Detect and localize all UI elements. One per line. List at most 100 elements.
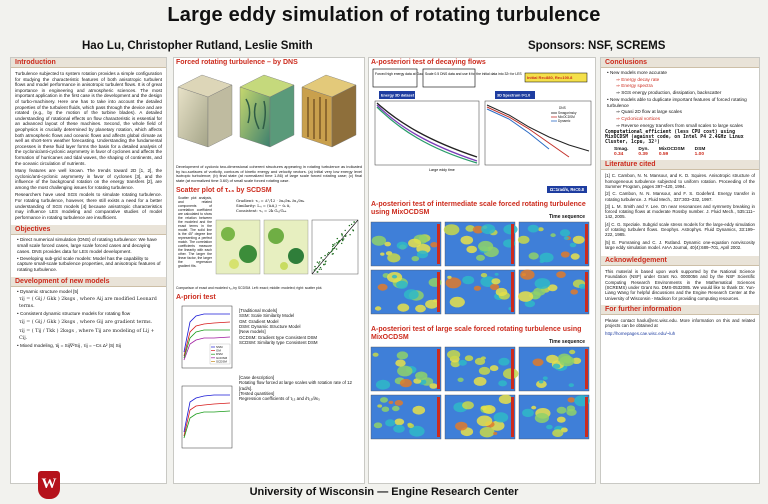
- contour-blob: [474, 357, 486, 365]
- contour-blob: [397, 365, 413, 377]
- further-info-heading: For further information: [601, 304, 759, 315]
- contour-blob: [533, 287, 546, 296]
- legend-label: SCDSM: [216, 360, 227, 364]
- scatter-point: [315, 267, 317, 269]
- dns-cube-b: [239, 74, 295, 148]
- scatter-point: [341, 233, 343, 235]
- scatter-point: [317, 270, 319, 273]
- development-item: • Consistent dynamic structure models fo…: [17, 311, 131, 317]
- scatter-point: [331, 248, 334, 251]
- contour-blob: [490, 283, 500, 291]
- contour-blob: [527, 224, 539, 233]
- conclusions-list: • New models more accurate ⇒ Energy deca…: [601, 70, 759, 128]
- conclusion-item: • New models more accurate: [607, 70, 668, 75]
- further-info-link[interactable]: http://homepages.cae.wisc.edu/~luh: [605, 330, 676, 336]
- scatter-point: [344, 229, 346, 231]
- contour-blob: [411, 256, 420, 262]
- contour-blob: [425, 299, 439, 309]
- decay-spectrum-label: 3D Spectrum t=1.0: [497, 94, 530, 98]
- colorbar: [511, 224, 514, 264]
- reference-item: [2] C. Cambon, N. N. Mansour, and F. S. …: [605, 191, 755, 202]
- scatter-point: [323, 263, 325, 265]
- contour-blob: [568, 383, 574, 387]
- contour-blob: [399, 378, 412, 388]
- contour-blob: [377, 283, 388, 291]
- contour-blob: [559, 229, 571, 237]
- apriori-heading: A-priori test: [176, 294, 216, 302]
- legend-label: GCDSM: [216, 356, 228, 360]
- objectives-list: • Direct numerical simulation (DNS) of r…: [11, 237, 166, 272]
- contour-blob: [536, 380, 547, 388]
- scatter-point: [324, 260, 327, 263]
- contour-blob: [449, 296, 465, 308]
- contour-blob: [476, 254, 485, 261]
- acknowledgement-heading: Acknowledgement: [601, 256, 759, 267]
- scatter-point: [318, 268, 320, 270]
- decay-energy-plot: [374, 100, 480, 166]
- contour-blob: [372, 352, 379, 357]
- cost-value-cell: 0.59: [658, 152, 669, 158]
- scatter-equations: Gradient: τᵢⱼ = Δ²/12 · ∂uᵢ/∂xₖ ∂uⱼ/∂xₖ …: [236, 198, 305, 214]
- cost-header-cell: MixOCDSM: [658, 147, 685, 153]
- scatter-figures: [215, 219, 359, 274]
- column-middle-left: Forced rotating turbulence – by DNS Deve…: [173, 57, 365, 484]
- dns-cube-a: [177, 74, 233, 148]
- intermediate-contour-figures: [370, 221, 590, 315]
- scatter-point: [332, 252, 334, 255]
- scatter-point: [318, 262, 320, 264]
- cost-header-cell: Smag.: [614, 147, 629, 153]
- decay-bottom-label: Ω=1rad/s, Re=0.8: [546, 186, 587, 193]
- contour-blob: [374, 306, 382, 311]
- contour-blob: [396, 280, 408, 289]
- scatter-heading: Scatter plot of τ₁₃ by SCDSM: [176, 187, 272, 194]
- scatter-point: [330, 250, 333, 252]
- contour-blob: [556, 406, 567, 414]
- scatter-point: [342, 239, 344, 241]
- scatter-point: [324, 263, 326, 265]
- scatter-side-caption: Scatter plot analysis, and related compo…: [178, 196, 212, 268]
- contour-blob: [556, 416, 566, 423]
- colorbar: [585, 397, 588, 437]
- contour-blob: [373, 422, 383, 429]
- contour-blob: [570, 253, 580, 260]
- scatter-point: [332, 247, 334, 250]
- contour-blob: [429, 383, 438, 389]
- contour-blob: [387, 253, 401, 263]
- contour-blob: [380, 397, 388, 403]
- contour-blob: [472, 225, 484, 234]
- contour-blob: [447, 275, 452, 279]
- contour-blob: [416, 250, 429, 259]
- contour-blob: [415, 304, 426, 313]
- intro-paragraph-1: Turbulence subjected to system rotation …: [15, 71, 162, 166]
- contour-blob: [546, 354, 559, 364]
- scatter-point: [314, 265, 316, 267]
- contour-blob: [503, 368, 519, 380]
- contour-blob: [547, 284, 558, 292]
- legend-label: GM: [216, 349, 221, 353]
- scatter-point: [333, 247, 336, 249]
- legend-label: MixOCDSM: [558, 115, 575, 119]
- cost-header-cell: DSM: [694, 147, 706, 153]
- legend-label: Dynamic: [558, 119, 571, 123]
- dns-vorticity-figures: [177, 74, 357, 148]
- equation-3: τij = ( Tij / Tkk ) 2ksgs , where Tij ar…: [19, 329, 155, 342]
- poster-title: Large eddy simulation of rotating turbul…: [167, 4, 601, 26]
- contour-blob: [447, 350, 461, 360]
- scatter-point: [313, 268, 315, 271]
- cost-value-cell: 0.34: [614, 152, 624, 158]
- scatter-point: [319, 260, 321, 263]
- scatter-point: [336, 242, 339, 245]
- development-heading: Development of new models: [11, 276, 166, 287]
- scatter-point: [322, 258, 324, 261]
- time-sequence-label-1: Time sequence: [548, 214, 585, 220]
- university-logo: W: [38, 471, 60, 499]
- scatter-point: [341, 234, 343, 237]
- scatter-point: [348, 224, 351, 226]
- contour-blob: [520, 269, 535, 280]
- cost-value-cell: 1.00: [694, 152, 705, 158]
- contour-blob: [371, 235, 387, 246]
- decay-box-3: Initial Re=880, Re=100.8: [527, 75, 573, 80]
- scatter-point: [334, 242, 336, 245]
- contour-blob: [539, 252, 554, 263]
- equation-2: τij = ( Gij / Gkk ) 2ksgs , where Gij ar…: [19, 320, 153, 326]
